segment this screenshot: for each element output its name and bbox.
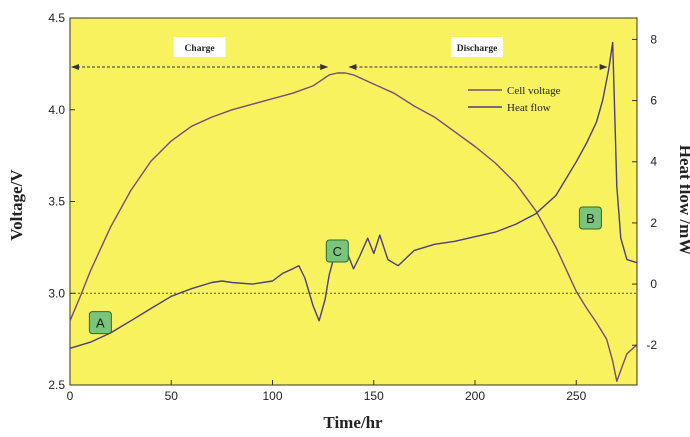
y-right-tick-label: -2 bbox=[646, 338, 657, 352]
marker-box bbox=[325, 239, 349, 263]
y-right-tick-label: 8 bbox=[650, 32, 657, 46]
y-left-axis-title: Voltage/V bbox=[7, 169, 26, 241]
phase-label-box bbox=[451, 37, 504, 57]
y-right-tick-label: 4 bbox=[650, 155, 657, 169]
legend: Cell voltage Heat flow bbox=[468, 85, 561, 114]
marker-box bbox=[88, 311, 112, 335]
x-axis-title: Time/hr bbox=[323, 413, 383, 432]
marker-label: C bbox=[333, 244, 342, 259]
x-tick-label: 250 bbox=[566, 389, 586, 403]
x-tick-label: 0 bbox=[67, 389, 74, 403]
series-lines bbox=[69, 41, 638, 382]
x-tick-label: 200 bbox=[465, 389, 485, 403]
phase-label: Discharge bbox=[457, 44, 498, 54]
y-right-tick-label: 2 bbox=[650, 216, 657, 230]
y-left-tick-label: 4.0 bbox=[48, 103, 65, 117]
y-left-tick-label: 3.5 bbox=[48, 195, 65, 209]
y-left-tick-label: 3.0 bbox=[48, 286, 65, 300]
point-markers: A B C bbox=[88, 206, 602, 335]
phase-annotations: Charge Discharge bbox=[71, 37, 608, 70]
plot-area bbox=[69, 17, 638, 386]
marker-box bbox=[578, 206, 602, 230]
x-tick-label: 150 bbox=[364, 389, 384, 403]
axes: 0 50 100 150 200 250 2.5 3.0 3.5 4.0 4.5 -2 0 2 4 6 8 bbox=[48, 11, 657, 403]
legend-label: Heat flow bbox=[507, 102, 551, 114]
cell-voltage-line bbox=[69, 72, 638, 382]
y-right-axis-title: Heat flow /mW bbox=[676, 145, 690, 255]
y-right-tick-label: 6 bbox=[650, 94, 657, 108]
phase-label: Charge bbox=[185, 44, 215, 54]
legend-label: Cell voltage bbox=[507, 85, 561, 97]
y-left-tick-label: 2.5 bbox=[48, 378, 65, 392]
x-tick-label: 100 bbox=[262, 389, 282, 403]
marker-label: B bbox=[586, 211, 595, 226]
phase-label-box bbox=[173, 37, 226, 57]
heat-flow-line bbox=[69, 41, 638, 349]
y-right-tick-label: 0 bbox=[650, 277, 657, 291]
y-left-tick-label: 4.5 bbox=[48, 11, 65, 25]
x-tick-label: 50 bbox=[165, 389, 179, 403]
marker-label: A bbox=[96, 316, 105, 331]
